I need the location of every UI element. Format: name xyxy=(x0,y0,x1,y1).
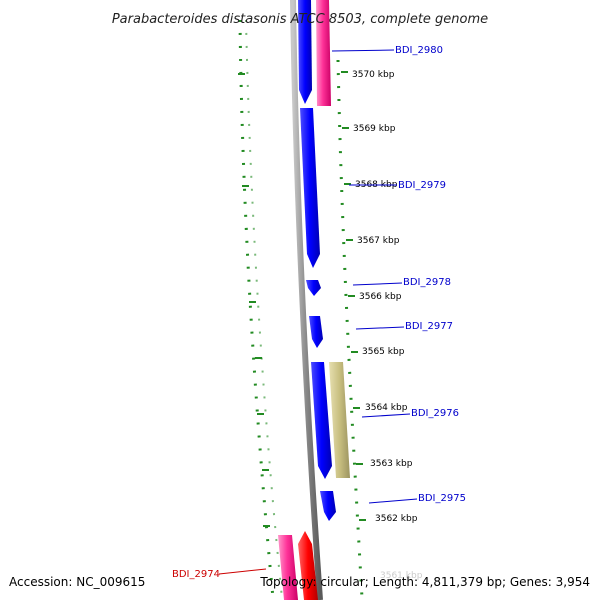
left-ticks xyxy=(238,73,270,527)
middle-dotted-ring xyxy=(336,59,364,599)
gene-label[interactable]: BDI_2975 xyxy=(418,493,466,504)
topology-label: Topology: circular; Length: 4,811,379 bp… xyxy=(259,575,590,589)
page-title: Parabacteroides distasonis ATCC 8503, co… xyxy=(112,12,488,27)
scale-label: 3566 kbp xyxy=(359,292,402,302)
gene-arrow-bdi-2979[interactable] xyxy=(300,108,320,268)
gene-label[interactable]: BDI_2977 xyxy=(405,321,453,332)
gene-labels: BDI_2980 BDI_2979 BDI_2978 BDI_2977 BDI_… xyxy=(172,45,466,580)
features xyxy=(278,0,350,600)
gene-label[interactable]: BDI_2974 xyxy=(172,569,220,580)
gene-label[interactable]: BDI_2976 xyxy=(411,408,459,419)
gene-arrow-bdi-2976[interactable] xyxy=(311,362,332,479)
scale-label: 3565 kbp xyxy=(362,347,405,357)
gene-arrow-bdi-2975[interactable] xyxy=(320,491,336,521)
scale-label: 3563 kbp xyxy=(370,459,413,469)
scale-ticks xyxy=(341,71,366,521)
gene-arrow-bdi-2977[interactable] xyxy=(309,316,323,348)
scale-label: 3569 kbp xyxy=(353,124,396,134)
outer-dotted-ring xyxy=(245,19,283,599)
dotted-guides xyxy=(238,19,364,599)
feature-khaki[interactable] xyxy=(329,362,350,478)
gene-label[interactable]: BDI_2978 xyxy=(403,277,451,288)
accession-label: Accession: NC_009615 xyxy=(9,575,145,589)
scale-label: 3570 kbp xyxy=(352,70,395,80)
scale-label: 3567 kbp xyxy=(357,236,400,246)
scale-label: 3561 kbp xyxy=(380,571,423,581)
label-leaders xyxy=(218,49,418,575)
gene-label[interactable]: BDI_2980 xyxy=(395,45,443,56)
scale-label: 3564 kbp xyxy=(365,403,408,413)
gene-arrow-bdi-2978[interactable] xyxy=(306,280,321,296)
gene-arrow-bdi-2974[interactable] xyxy=(298,531,318,600)
feature-pink-bottom[interactable] xyxy=(278,535,298,600)
feature-pink-top[interactable] xyxy=(316,0,331,106)
scale-label: 3562 kbp xyxy=(375,514,418,524)
inner-dotted-ring xyxy=(238,19,275,599)
genome-backbone xyxy=(290,0,323,600)
gene-arrow-bdi-2980[interactable] xyxy=(298,0,312,104)
gene-label[interactable]: BDI_2979 xyxy=(398,180,446,191)
